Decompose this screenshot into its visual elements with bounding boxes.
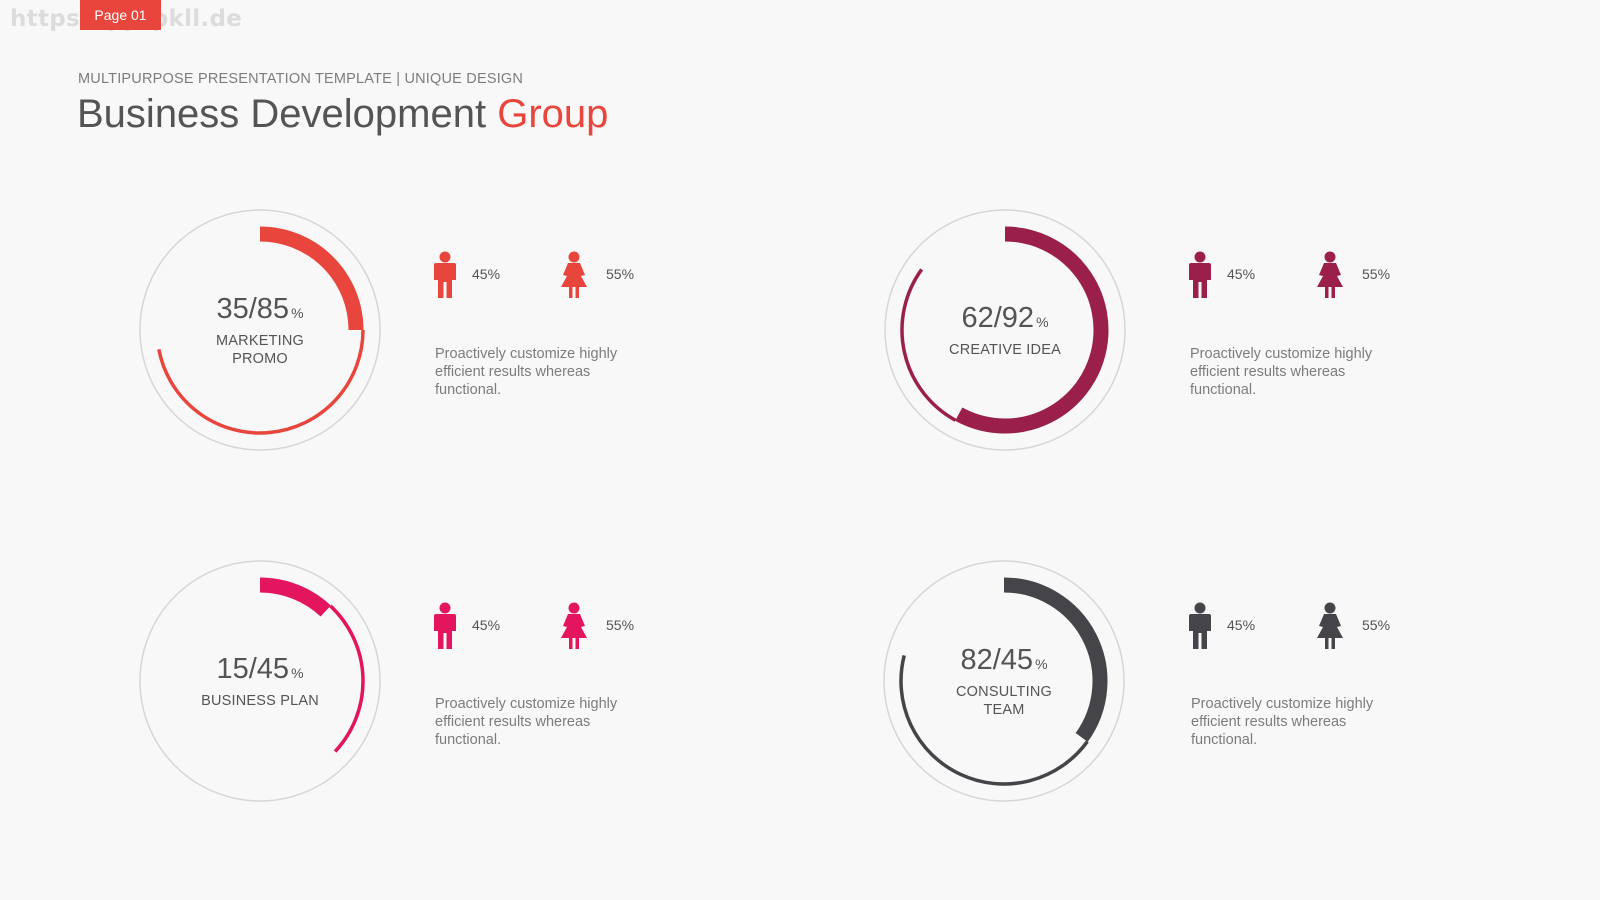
percent-symbol: %	[1035, 655, 1048, 672]
card-description: Proactively customize highly efficient r…	[1190, 346, 1373, 398]
progress-arc-thick	[259, 226, 364, 331]
title-accent: Group	[497, 92, 609, 136]
percent-symbol: %	[291, 304, 304, 321]
ratio-number: 35/85	[216, 292, 290, 325]
stat-card-consulting: 82/45% CONSULTING TEAM 45% 55% Proactive…	[882, 559, 1582, 819]
female-percent: 55%	[606, 617, 635, 633]
ring-outline	[139, 209, 381, 451]
percent-symbol: %	[1036, 313, 1049, 330]
stat-card-business-plan: 15/45% BUSINESS PLAN 45% 55% Proactively…	[138, 559, 838, 819]
stat-card-creative: 62/92% CREATIVE IDEA 45% 55% Proactively…	[883, 208, 1583, 468]
ring-outline	[139, 560, 381, 802]
progress-ring: 35/85% MARKETING PROMO	[138, 208, 382, 452]
stat-card-marketing: 35/85% MARKETING PROMO 45% 55% Proactive…	[138, 208, 838, 468]
card-description: Proactively customize highly efficient r…	[435, 696, 618, 748]
ratio-value: 35/85%	[216, 293, 303, 329]
title-main: Business Development	[77, 92, 498, 136]
female-icon	[557, 602, 587, 650]
card-label: CONSULTING TEAM	[956, 683, 1052, 718]
progress-ring: 82/45% CONSULTING TEAM	[882, 559, 1126, 803]
female-percent: 55%	[1362, 266, 1391, 282]
male-icon	[1185, 251, 1215, 299]
card-label: BUSINESS PLAN	[201, 692, 319, 709]
female-percent: 55%	[1362, 617, 1391, 633]
progress-ring-svg	[139, 560, 381, 802]
percent-symbol: %	[291, 664, 304, 681]
male-percent: 45%	[1227, 266, 1256, 282]
card-label: MARKETING PROMO	[216, 332, 304, 367]
ratio-value: 62/92%	[961, 302, 1048, 338]
ratio-number: 15/45	[216, 652, 290, 685]
male-icon	[430, 602, 460, 650]
ratio-number: 62/92	[961, 301, 1035, 334]
progress-arc-thin	[900, 268, 957, 422]
male-icon	[430, 251, 460, 299]
page-badge: Page 01	[80, 0, 161, 30]
ratio-value: 82/45%	[960, 644, 1047, 680]
card-label: CREATIVE IDEA	[949, 341, 1061, 358]
male-percent: 45%	[472, 266, 501, 282]
progress-ring: 62/92% CREATIVE IDEA	[883, 208, 1127, 452]
female-icon	[1313, 251, 1343, 299]
male-icon	[1185, 602, 1215, 650]
female-icon	[1313, 602, 1343, 650]
progress-arc-thick	[1003, 577, 1108, 742]
ratio-value: 15/45%	[216, 653, 303, 689]
progress-arc-thin	[329, 604, 365, 753]
card-description: Proactively customize highly efficient r…	[1191, 696, 1374, 748]
ratio-number: 82/45	[960, 643, 1034, 676]
page-title: Business Development Group	[77, 92, 608, 137]
card-description: Proactively customize highly efficient r…	[435, 346, 618, 398]
progress-arc-thin	[157, 329, 365, 435]
page-subtitle: MULTIPURPOSE PRESENTATION TEMPLATE | UNI…	[78, 71, 524, 87]
female-icon	[557, 251, 587, 299]
female-percent: 55%	[606, 266, 635, 282]
ring-outline	[884, 209, 1126, 451]
male-percent: 45%	[472, 617, 501, 633]
progress-arc-thin	[899, 654, 1089, 786]
progress-ring-svg	[139, 209, 381, 451]
progress-arc-thick	[955, 226, 1109, 434]
progress-ring: 15/45% BUSINESS PLAN	[138, 559, 382, 803]
male-percent: 45%	[1227, 617, 1256, 633]
progress-ring-svg	[883, 560, 1125, 802]
progress-arc-thick	[259, 577, 331, 617]
progress-ring-svg	[884, 209, 1126, 451]
ring-outline	[883, 560, 1125, 802]
